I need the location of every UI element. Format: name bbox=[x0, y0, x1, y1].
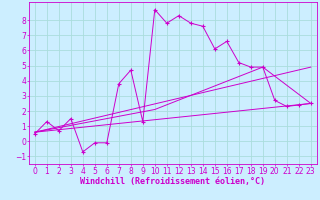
X-axis label: Windchill (Refroidissement éolien,°C): Windchill (Refroidissement éolien,°C) bbox=[80, 177, 265, 186]
